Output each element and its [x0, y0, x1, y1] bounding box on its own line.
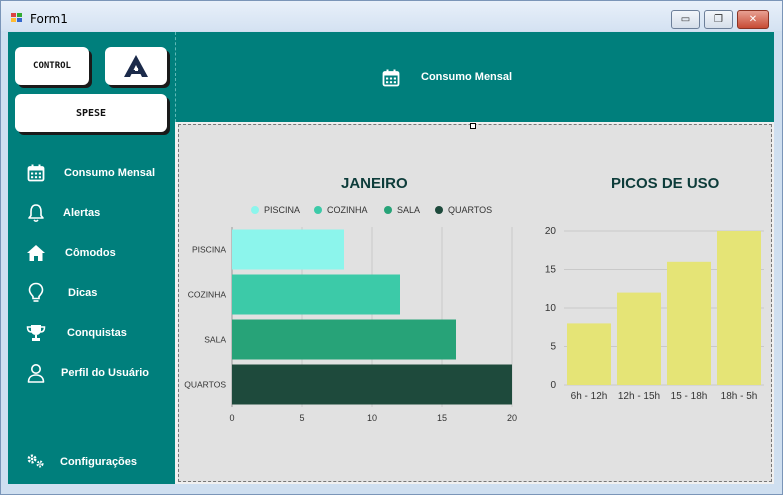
content-panel: JANEIRO PISCINA COZINHA SALA QUARTOS 0 5 1… [178, 124, 772, 482]
bar-cozinha [232, 274, 400, 315]
category-label: QUARTOS [184, 380, 226, 390]
category-label: 18h - 5h [721, 391, 758, 402]
y-tick-label: 20 [545, 226, 557, 237]
legend-label: QUARTOS [448, 205, 493, 215]
close-button[interactable]: ✕ [737, 10, 769, 29]
sidebar-item-label: Dicas [68, 287, 98, 299]
chart-title-picos: PICOS DE USO [611, 175, 720, 192]
bar-1 [617, 292, 661, 385]
gears-icon [25, 451, 47, 473]
category-label: PISCINA [192, 245, 226, 255]
calendar-icon [382, 69, 400, 91]
chart-title-janeiro: JANEIRO [341, 175, 408, 192]
sidebar-item-label: Consumo Mensal [64, 167, 156, 179]
sidebar-item-consumo-mensal[interactable]: Consumo Mensal [8, 158, 175, 188]
bar-quartos [232, 364, 512, 405]
sidebar-item-label: Conquistas [67, 327, 127, 339]
sidebar-item-dicas[interactable]: Dicas [8, 278, 175, 308]
sidebar-item-configuracoes[interactable]: Configurações [8, 447, 175, 477]
bar-piscina [232, 229, 344, 270]
y-tick-label: 0 [550, 380, 556, 391]
home-icon [25, 242, 47, 264]
title-bar[interactable]: Form1 ▭ ❐ ✕ [1, 1, 782, 31]
legend-label: COZINHA [327, 205, 368, 215]
category-label: 12h - 15h [618, 391, 660, 402]
trophy-icon [25, 322, 47, 344]
legend-item-quartos: QUARTOS [435, 205, 492, 215]
a-logo-button[interactable] [105, 47, 167, 85]
bell-icon [25, 202, 47, 224]
sidebar: CONTROL SPESE Consumo Mensal Aler [8, 32, 175, 484]
window-title: Form1 [30, 12, 68, 26]
spese-button[interactable]: SPESE [15, 94, 167, 132]
maximize-button[interactable]: ❐ [704, 10, 733, 29]
bar-sala [232, 319, 456, 360]
legend-swatch [251, 206, 259, 214]
sidebar-item-alertas[interactable]: Alertas [8, 198, 175, 228]
x-tick-label: 0 [229, 413, 234, 423]
category-label: 15 - 18h [671, 391, 708, 402]
bar-3 [717, 231, 761, 385]
sidebar-item-conquistas[interactable]: Conquistas [8, 318, 175, 348]
x-tick-label: 20 [507, 413, 517, 423]
a-logo-icon [124, 55, 148, 77]
user-icon [25, 362, 47, 384]
resize-handle[interactable] [470, 123, 476, 129]
category-label: COZINHA [188, 290, 227, 300]
legend-label: PISCINA [264, 205, 301, 215]
x-tick-label: 10 [367, 413, 377, 423]
sidebar-item-comodos[interactable]: Cômodos [8, 238, 175, 268]
janeiro-bar-chart: 0 5 10 15 20 PISCINA COZINHA SALA QUARTOS [184, 227, 517, 423]
legend-swatch [314, 206, 322, 214]
legend-item-sala: SALA [384, 205, 420, 215]
sidebar-item-label: Alertas [63, 207, 101, 219]
category-label: 6h - 12h [571, 391, 608, 402]
sidebar-item-label: Perfil do Usuário [61, 367, 150, 379]
lightbulb-icon [25, 282, 47, 304]
y-tick-label: 5 [550, 342, 556, 353]
calendar-icon [25, 162, 47, 184]
legend-label: SALA [397, 205, 421, 215]
bar-0 [567, 323, 611, 385]
minimize-button[interactable]: ▭ [671, 10, 700, 29]
header-panel: Consumo Mensal [175, 32, 774, 122]
form-client-area: CONTROL SPESE Consumo Mensal Aler [8, 32, 774, 484]
x-tick-label: 5 [299, 413, 304, 423]
sidebar-item-label: Cômodos [65, 247, 116, 259]
legend-item-piscina: PISCINA [251, 205, 300, 215]
legend-item-cozinha: COZINHA [314, 205, 368, 215]
y-tick-label: 10 [545, 303, 557, 314]
category-label: SALA [204, 335, 226, 345]
page-title: Consumo Mensal [421, 71, 513, 83]
sidebar-item-label: Configurações [60, 456, 138, 468]
legend-swatch [435, 206, 443, 214]
y-tick-label: 15 [545, 265, 557, 276]
picos-bar-chart: 0 5 10 15 20 6h - 12h 12h - 15h 15 - 18h 18h - 5… [545, 226, 764, 402]
app-icon [11, 13, 23, 23]
x-tick-label: 15 [437, 413, 447, 423]
sidebar-item-perfil[interactable]: Perfil do Usuário [8, 358, 175, 388]
legend-swatch [384, 206, 392, 214]
bar-2 [667, 261, 711, 385]
control-logo-button[interactable]: CONTROL [15, 47, 89, 85]
